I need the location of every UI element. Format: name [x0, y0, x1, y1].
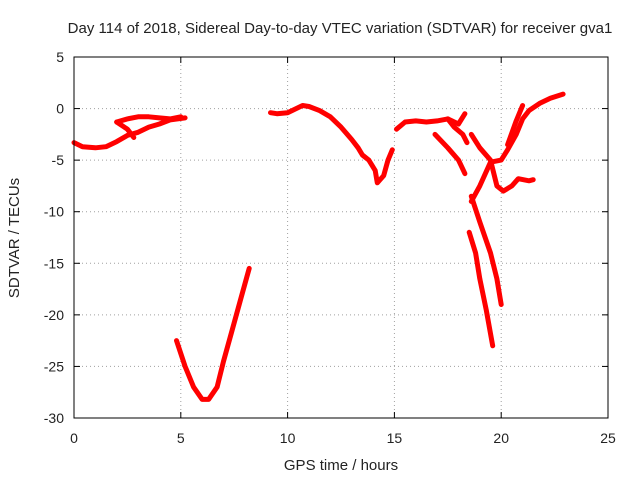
series-line-13 — [466, 229, 496, 349]
x-tick-label: 20 — [493, 430, 509, 446]
series-line-3 — [114, 119, 137, 140]
series-line-8 — [432, 131, 468, 177]
series-line-7 — [445, 116, 470, 146]
series-line-11 — [505, 103, 526, 148]
x-tick-label: 0 — [70, 430, 78, 446]
y-tick-label: -10 — [44, 204, 64, 220]
series-line-6 — [394, 111, 468, 132]
x-tick-label: 15 — [387, 430, 403, 446]
series-layer — [71, 91, 566, 402]
y-tick-label: -25 — [44, 358, 64, 374]
y-tick-label: -30 — [44, 410, 64, 426]
plot-frame — [73, 56, 609, 419]
series-line-4 — [174, 265, 252, 402]
series-line-12 — [468, 193, 504, 307]
y-tick-label: 0 — [56, 101, 64, 117]
y-tick-label: -5 — [52, 152, 65, 168]
series-line-1 — [71, 115, 188, 151]
x-axis-label: GPS time / hours — [284, 457, 398, 474]
x-axis: 0 5 10 15 20 25 — [70, 57, 616, 446]
x-tick-label: 25 — [600, 430, 616, 446]
chart-title: Day 114 of 2018, Sidereal Day-to-day VTE… — [68, 20, 613, 37]
y-tick-label: 5 — [56, 49, 64, 65]
y-tick-label: -20 — [44, 307, 64, 323]
x-tick-label: 10 — [280, 430, 296, 446]
series-line-2 — [114, 114, 184, 125]
x-tick-label: 5 — [177, 430, 185, 446]
grid — [74, 57, 608, 418]
y-axis-label: SDTVAR / TECUs — [6, 178, 23, 298]
y-tick-label: -15 — [44, 255, 64, 271]
y-axis: -30 -25 -20 -15 -10 -5 0 5 — [44, 49, 608, 426]
series-line-9 — [468, 131, 536, 194]
series-line-10 — [468, 91, 566, 204]
series-line-5 — [268, 103, 395, 186]
